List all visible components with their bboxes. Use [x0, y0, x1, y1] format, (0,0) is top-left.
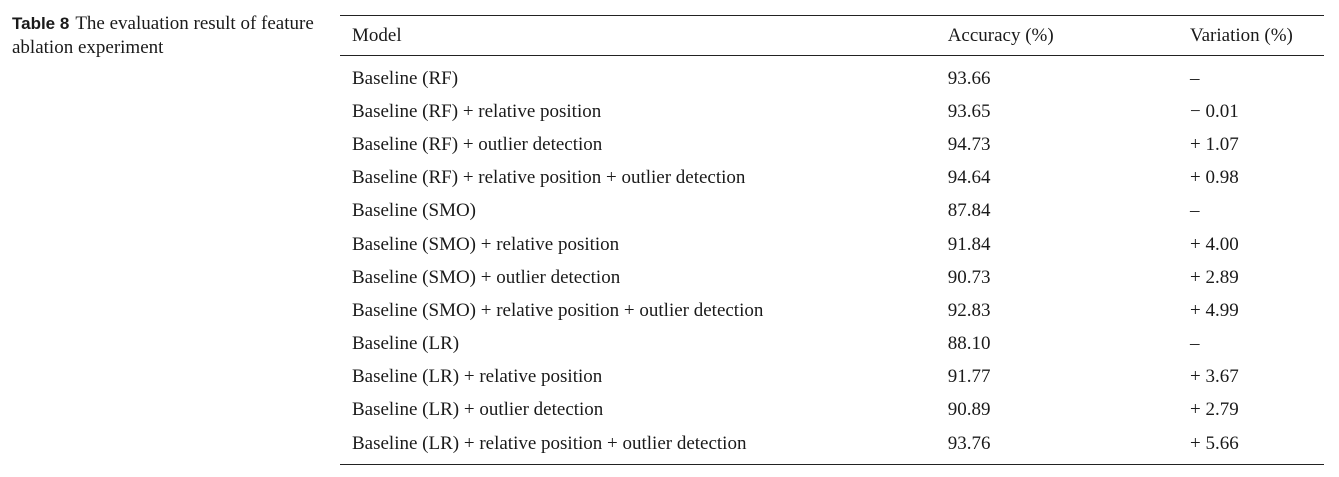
table-row: Baseline (SMO) + outlier detection 90.73… [340, 261, 1324, 294]
cell-accuracy: 94.73 [947, 133, 991, 155]
cell-variation: + 1.07 [1190, 133, 1239, 155]
cell-model: Baseline (LR) + outlier detection [352, 399, 604, 421]
cell-model: Baseline (SMO) + outlier detection [352, 266, 621, 288]
cell-variation: + 2.79 [1190, 399, 1239, 421]
table-caption-text: The evaluation result of feature ablatio… [12, 13, 314, 58]
table-row: Baseline (SMO) 87.84 – [340, 195, 1324, 228]
table-body: Baseline (RF) 93.66 – Baseline (RF) + re… [340, 56, 1324, 466]
cell-accuracy: 87.84 [947, 200, 991, 222]
cell-accuracy: 93.76 [947, 427, 1190, 466]
cell-model: Baseline (SMO) [352, 200, 477, 222]
cell-model: Baseline (LR) + relative position [352, 366, 603, 388]
cell-variation: + 2.89 [1190, 266, 1239, 288]
cell-variation: – [1190, 200, 1200, 222]
table-row: Baseline (LR) + relative position + outl… [340, 427, 1324, 466]
table-label: Table 8 [12, 14, 70, 33]
header-model: Model [340, 15, 948, 56]
table-row: Baseline (SMO) + relative position 91.84… [340, 228, 1324, 261]
cell-model: Baseline (RF) + outlier detection [352, 133, 603, 155]
cell-accuracy: 93.65 [947, 100, 991, 122]
cell-variation: – [1190, 333, 1200, 355]
cell-accuracy: 94.64 [947, 167, 991, 189]
cell-model: Baseline (SMO) + relative position [352, 233, 620, 255]
cell-accuracy: 91.84 [947, 233, 991, 255]
table-row: Baseline (RF) 93.66 – [340, 56, 1324, 96]
table-header-row: Model Accuracy (%) Variation (%) [340, 15, 1324, 56]
cell-accuracy: 90.73 [947, 266, 991, 288]
cell-variation: + 3.67 [1190, 366, 1239, 388]
cell-model: Baseline (RF) + relative position [352, 100, 602, 122]
cell-accuracy: 90.89 [947, 399, 991, 421]
cell-model: Baseline (SMO) + relative position + out… [352, 299, 764, 321]
cell-variation: + 4.99 [1190, 299, 1239, 321]
cell-variation: − 0.01 [1190, 100, 1239, 122]
cell-model: Baseline (RF) [352, 67, 459, 89]
table-row: Baseline (SMO) + relative position + out… [340, 294, 1324, 327]
cell-variation: + 4.00 [1190, 233, 1239, 255]
results-table: Model Accuracy (%) Variation (%) Baselin… [340, 15, 1324, 466]
table-caption: Table 8 The evaluation result of feature … [12, 12, 317, 60]
cell-model: Baseline (RF) + relative position + outl… [352, 167, 746, 189]
cell-variation: + 0.98 [1190, 167, 1239, 189]
cell-variation: + 5.66 [1190, 427, 1324, 466]
cell-accuracy: 91.77 [947, 366, 991, 388]
table-row: Baseline (RF) + relative position + outl… [340, 162, 1324, 195]
table-row: Baseline (LR) + relative position 91.77 … [340, 361, 1324, 394]
cell-accuracy: 93.66 [947, 67, 991, 89]
header-variation: Variation (%) [1190, 15, 1324, 56]
cell-model: Baseline (LR) [352, 333, 460, 355]
cell-accuracy: 92.83 [947, 299, 991, 321]
table-row: Baseline (LR) + outlier detection 90.89 … [340, 394, 1324, 427]
results-table-container: Model Accuracy (%) Variation (%) Baselin… [340, 15, 1324, 466]
header-accuracy: Accuracy (%) [947, 15, 1190, 56]
table-row: Baseline (LR) 88.10 – [340, 328, 1324, 361]
table-row: Baseline (RF) + outlier detection 94.73 … [340, 128, 1324, 161]
cell-variation: – [1190, 67, 1200, 89]
cell-accuracy: 88.10 [947, 333, 991, 355]
cell-model: Baseline (LR) + relative position + outl… [340, 427, 948, 466]
table-row: Baseline (RF) + relative position 93.65 … [340, 95, 1324, 128]
